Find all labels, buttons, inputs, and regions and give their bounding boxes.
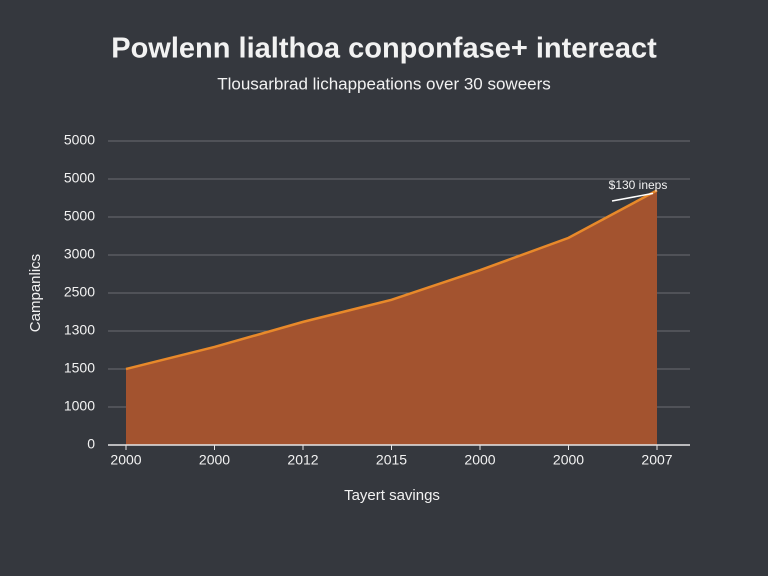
x-tick-label: 2015 [376,452,407,468]
y-tick-label: 2500 [64,284,95,300]
annotation-arrow [611,192,654,202]
y-tick-label: 5000 [64,208,95,224]
y-axis-label: Campanlics [27,254,44,332]
y-tick-label: 5000 [64,170,95,186]
y-tick-label: 5000 [64,132,95,148]
y-tick-label: 0 [87,436,95,452]
x-tick-label: 2000 [553,452,584,468]
y-tick-label: 1000 [64,398,95,414]
chart-subtitle: Tlousarbrad lichappeations over 30 sowee… [217,74,551,93]
chart-title: Powlenn lialthoa conponfase+ intereact [111,33,657,65]
x-tick-label: 2000 [199,452,230,468]
y-tick-label: 1300 [64,322,95,338]
x-tick-label: 2012 [287,452,318,468]
x-tick-label: 2000 [464,452,495,468]
line [125,189,658,371]
x-tick-label: 2000 [110,452,141,468]
x-axis-label: Tayert savings [344,487,440,504]
area [126,190,657,445]
annotation: $130 ineps [609,178,668,192]
y-tick-label: 3000 [64,246,95,262]
y-tick-label: 1500 [64,360,95,376]
x-tick-label: 2007 [641,452,672,468]
